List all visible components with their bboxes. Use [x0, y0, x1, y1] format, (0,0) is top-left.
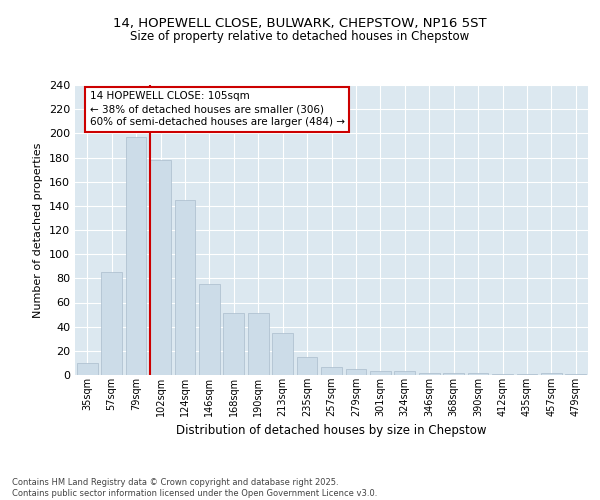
Bar: [150, 160, 171, 375]
Bar: [443, 372, 464, 375]
Text: Size of property relative to detached houses in Chepstow: Size of property relative to detached ho…: [130, 30, 470, 43]
Bar: [394, 372, 415, 375]
X-axis label: Distribution of detached houses by size in Chepstow: Distribution of detached houses by size …: [176, 424, 487, 437]
Bar: [467, 372, 488, 375]
Text: 14 HOPEWELL CLOSE: 105sqm
← 38% of detached houses are smaller (306)
60% of semi: 14 HOPEWELL CLOSE: 105sqm ← 38% of detac…: [89, 91, 344, 128]
Bar: [101, 272, 122, 375]
Bar: [541, 372, 562, 375]
Bar: [370, 372, 391, 375]
Bar: [346, 369, 367, 375]
Bar: [199, 284, 220, 375]
Bar: [175, 200, 196, 375]
Bar: [248, 314, 269, 375]
Bar: [321, 366, 342, 375]
Text: Contains HM Land Registry data © Crown copyright and database right 2025.
Contai: Contains HM Land Registry data © Crown c…: [12, 478, 377, 498]
Bar: [223, 314, 244, 375]
Y-axis label: Number of detached properties: Number of detached properties: [34, 142, 43, 318]
Text: 14, HOPEWELL CLOSE, BULWARK, CHEPSTOW, NP16 5ST: 14, HOPEWELL CLOSE, BULWARK, CHEPSTOW, N…: [113, 18, 487, 30]
Bar: [565, 374, 586, 375]
Bar: [517, 374, 538, 375]
Bar: [492, 374, 513, 375]
Bar: [419, 372, 440, 375]
Bar: [77, 363, 98, 375]
Bar: [296, 357, 317, 375]
Bar: [125, 137, 146, 375]
Bar: [272, 332, 293, 375]
